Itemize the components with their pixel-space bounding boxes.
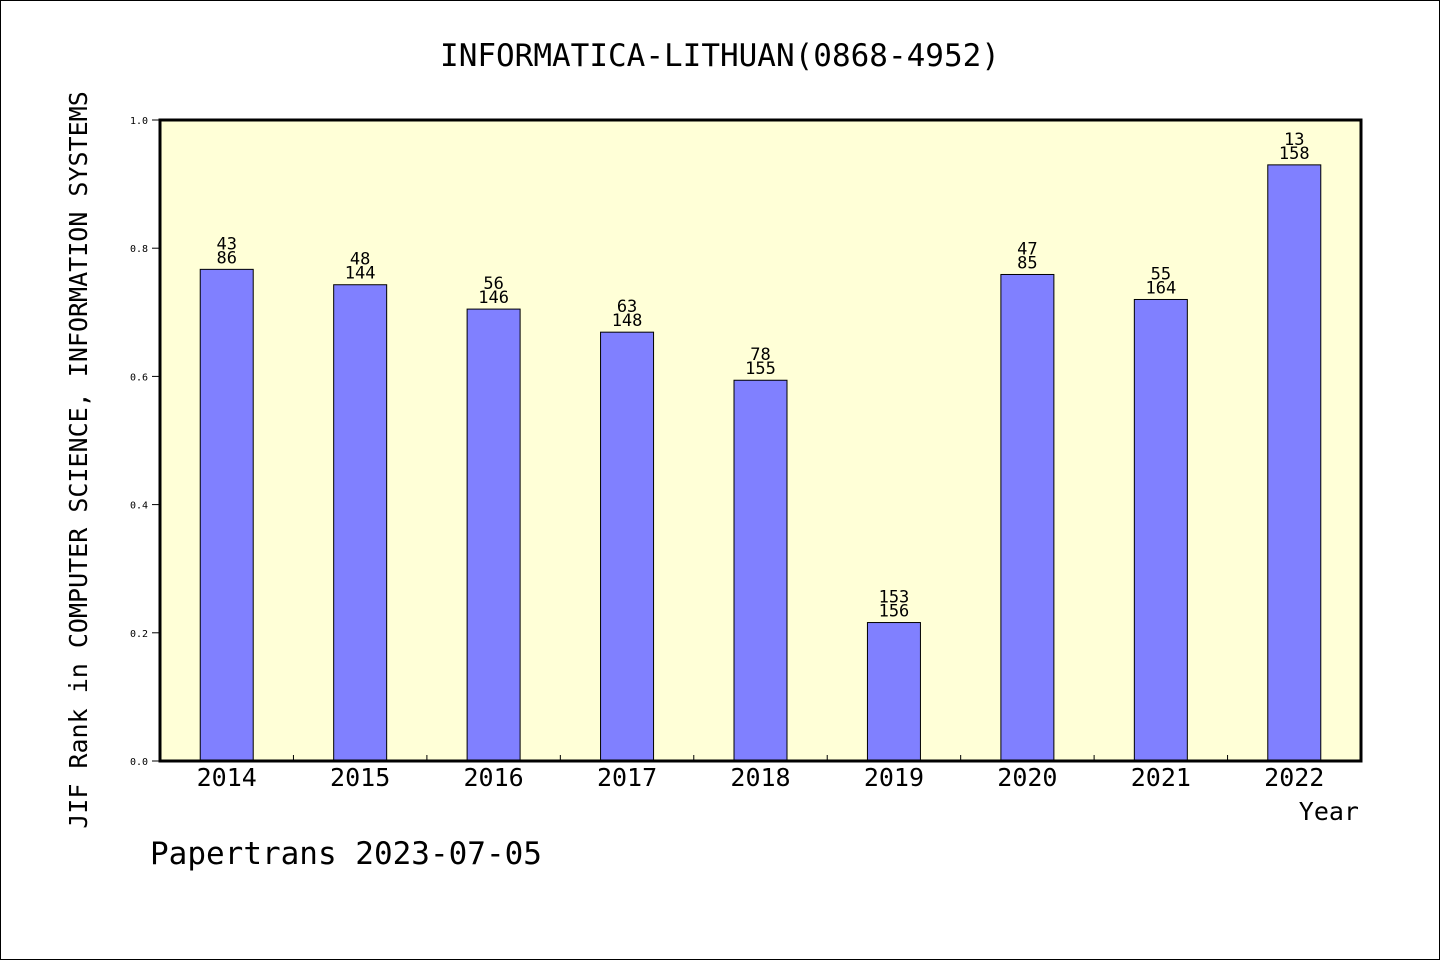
bar-rank-label: 56 bbox=[483, 274, 503, 294]
x-tick-label: 2019 bbox=[864, 763, 924, 792]
y-tick-label: 0.4 bbox=[130, 501, 148, 512]
plot-border bbox=[158, 118, 1363, 763]
y-tick-label: 0.8 bbox=[130, 244, 148, 255]
bar-rank-label: 153 bbox=[879, 588, 910, 608]
x-axis-ticks: 2014 2015 2016 2017 2018 2019 2020 2021 2022 bbox=[197, 755, 1324, 792]
bar-total-label: 156 bbox=[879, 602, 910, 622]
bar-2022 bbox=[1267, 164, 1322, 762]
x-tick-label: 2018 bbox=[730, 763, 790, 792]
chart-title: INFORMATICA-LITHUAN(0868-4952) bbox=[440, 38, 1000, 74]
x-tick-label: 2017 bbox=[597, 763, 657, 792]
bar-total-label: 86 bbox=[216, 248, 236, 268]
bar-total-label: 158 bbox=[1279, 144, 1310, 164]
bar-2017 bbox=[600, 331, 655, 762]
x-tick-label: 2020 bbox=[997, 763, 1057, 792]
bar-total-label: 144 bbox=[345, 264, 376, 284]
bar-2015 bbox=[333, 284, 388, 762]
bar-rank-label: 13 bbox=[1284, 130, 1304, 150]
y-tick-label: 0.2 bbox=[130, 629, 148, 640]
x-tick-label: 2016 bbox=[464, 763, 524, 792]
bar-rank-label: 43 bbox=[216, 234, 236, 254]
watermark: Papertrans 2023-07-05 bbox=[150, 836, 542, 872]
x-axis-label: Year bbox=[1299, 797, 1359, 826]
bar-2021 bbox=[1133, 298, 1188, 762]
bar-rank-label: 48 bbox=[350, 250, 370, 270]
y-tick-label: 1.0 bbox=[130, 116, 148, 127]
bar-rank-label: 47 bbox=[1017, 239, 1037, 259]
bar-total-label: 85 bbox=[1017, 253, 1037, 273]
bar-rank-label: 63 bbox=[617, 297, 637, 317]
y-tick-label: 0.6 bbox=[130, 372, 148, 383]
bar-rank-label: 78 bbox=[750, 345, 770, 365]
bar-total-label: 155 bbox=[745, 359, 776, 379]
bar-total-label: 146 bbox=[478, 288, 509, 308]
bar-2019 bbox=[866, 622, 921, 762]
y-tick-label: 0.0 bbox=[130, 757, 148, 768]
x-tick-label: 2021 bbox=[1131, 763, 1191, 792]
y-axis-label: JIF Rank in COMPUTER SCIENCE, INFORMATIO… bbox=[64, 91, 93, 829]
y-axis-ticks: 0.0 0.2 0.4 0.6 0.8 1.0 bbox=[130, 116, 160, 768]
x-tick-label: 2014 bbox=[197, 763, 257, 792]
bar-2016 bbox=[466, 308, 521, 762]
bar-rank-label: 55 bbox=[1151, 264, 1171, 284]
bar-total-label: 148 bbox=[612, 311, 643, 331]
bar-2014 bbox=[199, 268, 254, 762]
bar-total-label: 164 bbox=[1145, 278, 1176, 298]
x-tick-label: 2022 bbox=[1264, 763, 1324, 792]
x-tick-label: 2015 bbox=[330, 763, 390, 792]
bar-2020 bbox=[1000, 273, 1055, 762]
bar-2018 bbox=[733, 379, 788, 762]
